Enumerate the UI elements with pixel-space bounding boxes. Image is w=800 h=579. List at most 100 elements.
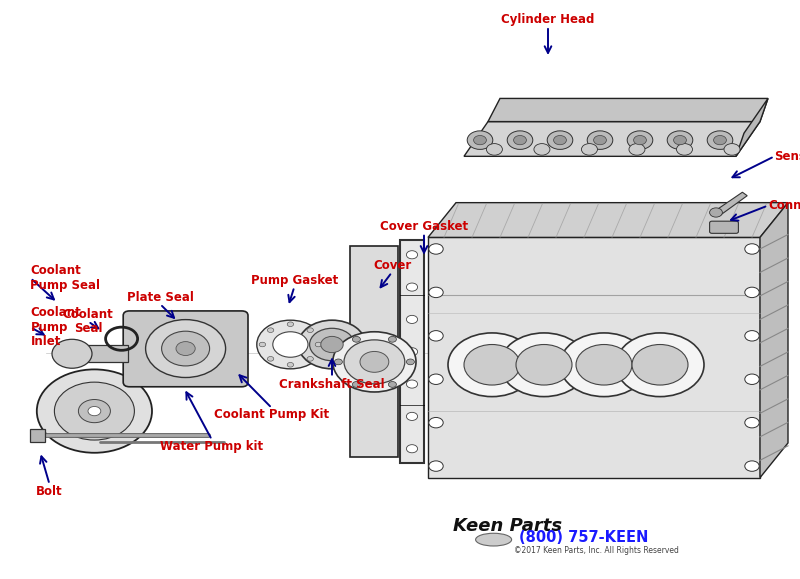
Circle shape bbox=[406, 412, 418, 420]
Circle shape bbox=[360, 351, 389, 372]
Circle shape bbox=[710, 208, 722, 217]
Circle shape bbox=[307, 328, 314, 332]
Circle shape bbox=[273, 332, 308, 357]
Circle shape bbox=[353, 336, 361, 342]
Text: Connector: Connector bbox=[768, 199, 800, 212]
Circle shape bbox=[560, 333, 648, 397]
Circle shape bbox=[52, 339, 92, 368]
Text: Sensor: Sensor bbox=[774, 150, 800, 163]
Circle shape bbox=[287, 362, 294, 367]
Circle shape bbox=[429, 461, 443, 471]
Circle shape bbox=[634, 135, 646, 145]
Circle shape bbox=[677, 144, 693, 155]
Circle shape bbox=[267, 357, 274, 361]
Circle shape bbox=[310, 328, 354, 361]
Circle shape bbox=[516, 345, 572, 385]
Circle shape bbox=[429, 417, 443, 428]
Circle shape bbox=[88, 406, 101, 416]
Circle shape bbox=[467, 131, 493, 149]
Circle shape bbox=[582, 144, 598, 155]
Text: Coolant
Pump Seal: Coolant Pump Seal bbox=[30, 264, 101, 292]
Circle shape bbox=[429, 331, 443, 341]
Circle shape bbox=[406, 380, 418, 388]
Circle shape bbox=[267, 328, 274, 332]
Circle shape bbox=[500, 333, 588, 397]
Polygon shape bbox=[400, 240, 424, 463]
Text: Water Pump kit: Water Pump kit bbox=[161, 440, 263, 453]
Circle shape bbox=[554, 135, 566, 145]
Ellipse shape bbox=[475, 533, 512, 546]
FancyBboxPatch shape bbox=[710, 221, 738, 233]
Circle shape bbox=[429, 374, 443, 384]
Text: Keen Parts: Keen Parts bbox=[454, 516, 562, 535]
Circle shape bbox=[259, 342, 266, 347]
Circle shape bbox=[745, 417, 759, 428]
Polygon shape bbox=[350, 246, 398, 457]
Circle shape bbox=[587, 131, 613, 149]
Circle shape bbox=[514, 135, 526, 145]
Circle shape bbox=[627, 131, 653, 149]
Circle shape bbox=[547, 131, 573, 149]
Circle shape bbox=[714, 135, 726, 145]
Text: Cover: Cover bbox=[373, 259, 411, 272]
Text: Coolant Pump Kit: Coolant Pump Kit bbox=[214, 408, 330, 421]
Text: Cylinder Head: Cylinder Head bbox=[502, 13, 594, 26]
Circle shape bbox=[406, 359, 414, 365]
Circle shape bbox=[157, 320, 208, 357]
Text: Cover Gasket: Cover Gasket bbox=[380, 220, 468, 233]
Circle shape bbox=[745, 374, 759, 384]
Circle shape bbox=[389, 382, 397, 387]
Circle shape bbox=[616, 333, 704, 397]
Circle shape bbox=[389, 336, 397, 342]
Text: Coolant
Pump
Inlet: Coolant Pump Inlet bbox=[30, 306, 81, 348]
Circle shape bbox=[448, 333, 536, 397]
Polygon shape bbox=[736, 98, 768, 156]
Circle shape bbox=[629, 144, 645, 155]
Circle shape bbox=[315, 342, 322, 347]
Circle shape bbox=[406, 316, 418, 324]
FancyBboxPatch shape bbox=[30, 429, 45, 442]
Circle shape bbox=[486, 144, 502, 155]
Circle shape bbox=[334, 359, 342, 365]
Circle shape bbox=[146, 320, 226, 378]
Circle shape bbox=[745, 287, 759, 298]
Circle shape bbox=[54, 382, 134, 440]
Circle shape bbox=[534, 144, 550, 155]
Circle shape bbox=[162, 331, 210, 366]
Circle shape bbox=[298, 320, 366, 369]
Circle shape bbox=[429, 287, 443, 298]
Polygon shape bbox=[428, 237, 760, 478]
Circle shape bbox=[464, 345, 520, 385]
Circle shape bbox=[406, 283, 418, 291]
Circle shape bbox=[333, 332, 416, 392]
Circle shape bbox=[176, 342, 195, 356]
Circle shape bbox=[745, 461, 759, 471]
Polygon shape bbox=[760, 203, 788, 478]
Circle shape bbox=[406, 347, 418, 356]
Circle shape bbox=[667, 131, 693, 149]
Circle shape bbox=[632, 345, 688, 385]
Polygon shape bbox=[714, 192, 747, 215]
FancyBboxPatch shape bbox=[123, 311, 248, 387]
Text: Bolt: Bolt bbox=[36, 485, 63, 497]
Circle shape bbox=[344, 340, 405, 384]
Circle shape bbox=[352, 382, 360, 387]
Circle shape bbox=[307, 357, 314, 361]
Circle shape bbox=[287, 322, 294, 327]
Circle shape bbox=[78, 400, 110, 423]
Text: Plate Seal: Plate Seal bbox=[126, 291, 194, 304]
FancyBboxPatch shape bbox=[70, 345, 128, 362]
Circle shape bbox=[724, 144, 740, 155]
Polygon shape bbox=[464, 122, 760, 156]
Text: (800) 757-KEEN: (800) 757-KEEN bbox=[519, 530, 649, 545]
Polygon shape bbox=[488, 98, 768, 122]
Circle shape bbox=[321, 336, 343, 353]
Circle shape bbox=[37, 369, 152, 453]
Circle shape bbox=[707, 131, 733, 149]
Text: Crankshaft Seal: Crankshaft Seal bbox=[279, 378, 385, 390]
Circle shape bbox=[474, 135, 486, 145]
Circle shape bbox=[257, 320, 324, 369]
Circle shape bbox=[745, 331, 759, 341]
Text: ©2017 Keen Parts, Inc. All Rights Reserved: ©2017 Keen Parts, Inc. All Rights Reserv… bbox=[514, 545, 678, 555]
Text: Coolant
Seal: Coolant Seal bbox=[62, 307, 114, 335]
